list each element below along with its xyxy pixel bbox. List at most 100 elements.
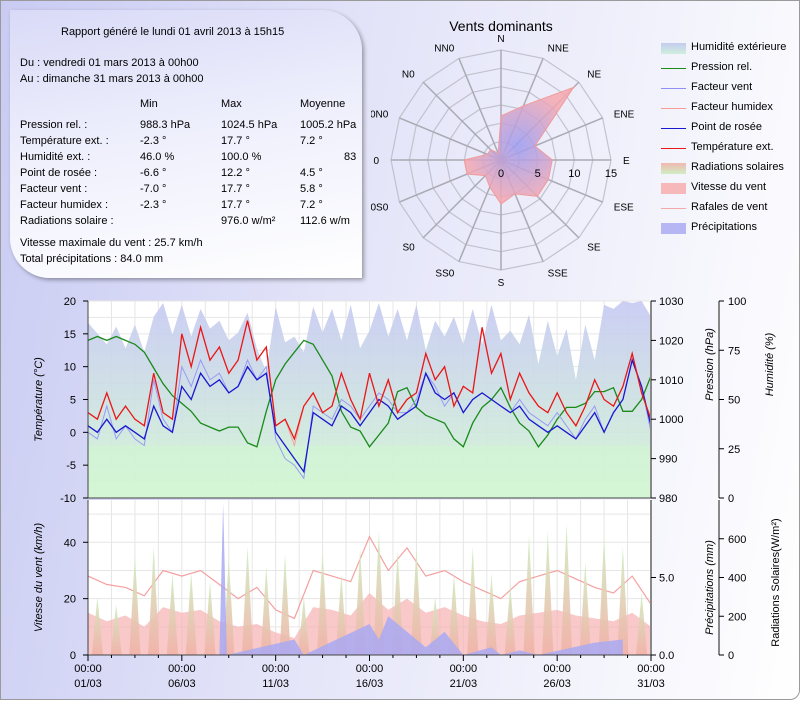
radar-direction-label: ESE <box>614 203 634 214</box>
y-right2-axis-title: Radiations Solaires(W/m²) <box>770 518 782 646</box>
period-to: Au : dimanche 31 mars 2013 à 00h00 <box>20 73 204 85</box>
solar-peak <box>617 546 629 655</box>
y-right-axis-title: Pression (hPa) <box>704 328 716 401</box>
stat-min: -6.6 ° <box>140 167 167 179</box>
stat-max: 17.7 ° <box>221 183 250 195</box>
stat-min: -2.3 ° <box>140 199 167 211</box>
precipitation-area <box>88 503 623 655</box>
col-max-header: Max <box>221 98 242 110</box>
legend-swatch-icon <box>661 183 686 194</box>
radar-direction-label: SS0 <box>435 269 454 280</box>
y-right-tick-label: 1000 <box>659 414 683 426</box>
solar-peak <box>579 562 591 655</box>
stat-max: 17.7 ° <box>221 135 250 147</box>
col-avg-header: Moyenne <box>300 98 346 110</box>
x-tick-label: 11/03 <box>262 678 289 690</box>
legend-line-icon <box>661 88 686 89</box>
x-tick-label: 00:00 <box>543 663 571 675</box>
y-right-tick-label: 980 <box>659 493 677 505</box>
stat-min: 988.3 hPa <box>140 119 191 131</box>
summary-panel: Rapport généré le lundi 01 avril 2013 à … <box>10 10 362 278</box>
solar-peak <box>523 534 535 655</box>
legend-line-icon <box>661 68 686 69</box>
y-right2-axis-title: Humidité (%) <box>764 332 776 396</box>
solar-peak <box>166 573 179 655</box>
y-tick-label: 5 <box>70 395 76 407</box>
y-right2-tick-label: 400 <box>728 573 746 585</box>
y-tick-label: -10 <box>60 493 76 505</box>
solar-peak <box>110 604 122 655</box>
legend-line-icon <box>661 108 686 109</box>
y-tick-label: 40 <box>64 537 76 549</box>
max-wind-speed: Vitesse maximale du vent : 25.7 km/h <box>20 237 203 249</box>
solar-peak <box>598 534 610 655</box>
x-tick-label: 00:00 <box>450 663 478 675</box>
y-tick-label: 10 <box>64 362 76 374</box>
solar-peak <box>316 550 329 655</box>
radar-area <box>463 86 575 205</box>
stat-avg: 4.5 ° <box>300 167 323 179</box>
stat-max: 1024.5 hPa <box>221 119 278 131</box>
radar-direction-label: NE <box>587 70 601 81</box>
solar-peak <box>279 554 291 655</box>
wind-gust-line <box>87 535 652 620</box>
series-line <box>87 320 652 441</box>
y-tick-label: 0 <box>70 427 76 439</box>
y-right2-tick-label: 100 <box>728 296 746 308</box>
series-line <box>87 358 652 480</box>
radar-title: Vents dominants <box>449 18 553 34</box>
radar-r-tick-label: 0 <box>498 168 504 180</box>
stat-label: Humidité ext. : <box>20 151 91 163</box>
stat-label: Facteur vent : <box>20 183 88 195</box>
y-right-tick-label: 0.0 <box>659 650 674 662</box>
stat-min: 46.0 % <box>140 151 175 163</box>
y-right-tick-label: 990 <box>659 454 677 466</box>
radar-direction-label: 0 <box>373 156 379 167</box>
radar-r-tick-label: 15 <box>605 168 617 180</box>
radar-direction-label: 0S0 <box>371 203 389 214</box>
solar-peak <box>260 565 272 655</box>
legend-label: Pression rel. <box>691 61 753 73</box>
legend-label: Précipitations <box>691 221 758 233</box>
radar-spoke <box>399 117 502 161</box>
y-right2-tick-label: 25 <box>728 444 740 456</box>
legend-label: Vitesse du vent <box>691 181 767 193</box>
y-right2-tick-label: 0 <box>728 650 734 662</box>
legend-label: Radiations solaires <box>691 161 784 173</box>
solar-peak <box>241 546 254 655</box>
y-right2-tick-label: 75 <box>728 345 740 357</box>
stat-label: Radiations solaire : <box>20 215 114 227</box>
legend-label: Humidité extérieure <box>691 41 787 53</box>
y-tick-label: 0 <box>70 650 76 662</box>
stat-max: 17.7 ° <box>221 199 250 211</box>
radar-direction-label: ENE <box>614 109 635 120</box>
legend-line-icon <box>661 128 686 129</box>
solar-peak <box>185 571 197 655</box>
x-tick-label: 26/03 <box>543 678 571 690</box>
stat-label: Température ext. : <box>20 135 109 147</box>
report-generated: Rapport généré le lundi 01 avril 2013 à … <box>61 26 285 38</box>
solar-peak <box>335 573 347 655</box>
x-tick-label: 01/03 <box>74 678 102 690</box>
stat-min: -2.3 ° <box>140 135 167 147</box>
x-tick-label: 00:00 <box>262 663 290 675</box>
solar-peak <box>298 596 310 655</box>
x-tick-label: 00:00 <box>637 663 665 675</box>
stat-avg: 112.6 w/m <box>300 215 350 227</box>
stat-min: -7.0 ° <box>140 183 167 195</box>
solar-peak <box>560 523 573 655</box>
radar-direction-label: SE <box>587 242 601 253</box>
stat-max: 100.0 % <box>221 151 262 163</box>
radar-direction-label: S <box>498 278 505 289</box>
radar-direction-label: E <box>623 156 630 167</box>
y-tick-label: 15 <box>64 329 76 341</box>
x-tick-label: 21/03 <box>450 678 478 690</box>
legend-label: Température ext. <box>691 141 774 153</box>
stat-label: Pression rel. : <box>20 119 88 131</box>
y-tick-label: 20 <box>64 296 76 308</box>
solar-peak <box>504 585 516 655</box>
y-axis-title: Température (°C) <box>33 357 45 442</box>
humidity-base-band <box>88 445 651 498</box>
